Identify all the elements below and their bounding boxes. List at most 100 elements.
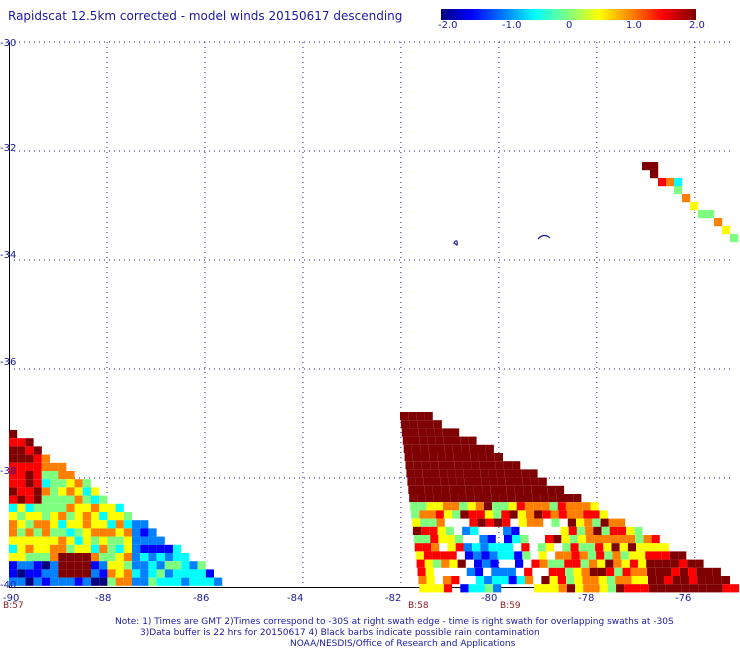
wind-cell	[50, 462, 59, 471]
wind-cell	[418, 428, 427, 437]
wind-cell	[521, 469, 530, 478]
wind-cell	[482, 485, 491, 494]
wind-cell	[485, 444, 494, 453]
wind-cell	[557, 502, 566, 511]
wind-cell	[99, 512, 108, 521]
wind-cell	[468, 584, 477, 593]
wind-cell	[411, 436, 420, 445]
wind-cell	[648, 576, 657, 585]
wind-cell	[414, 469, 423, 478]
wind-cell	[456, 477, 465, 486]
wind-cell	[616, 584, 625, 593]
wind-cell	[584, 518, 593, 527]
wind-cell	[82, 495, 91, 504]
wind-cell	[123, 561, 132, 570]
wind-cell	[409, 494, 418, 503]
wind-cell	[491, 567, 500, 576]
wind-cell	[66, 528, 75, 537]
wind-cell	[602, 535, 611, 544]
wind-cell	[612, 551, 621, 560]
wind-cell	[595, 543, 604, 552]
wind-cell	[657, 584, 666, 593]
wind-cell	[594, 535, 603, 544]
wind-cell	[588, 559, 597, 568]
wind-cell	[156, 561, 165, 570]
wind-cell	[99, 553, 108, 562]
wind-cell	[74, 544, 83, 553]
wind-cell	[418, 502, 427, 511]
wind-cell	[443, 436, 452, 445]
wind-cell	[434, 502, 443, 511]
wind-cell	[444, 444, 453, 453]
wind-cell	[58, 495, 67, 504]
wind-cell	[404, 453, 413, 462]
wind-cell	[471, 461, 480, 470]
wind-cell	[689, 584, 699, 593]
wind-cell	[516, 576, 525, 585]
wind-cell	[587, 551, 597, 560]
wind-cell	[549, 502, 558, 511]
wind-cell	[548, 494, 557, 503]
wind-cell	[132, 528, 141, 537]
wind-cell	[58, 544, 67, 553]
wind-cell	[173, 569, 182, 578]
wind-cell	[500, 576, 509, 585]
wind-cell	[437, 453, 446, 462]
wind-cell	[181, 553, 190, 562]
wind-cell	[473, 551, 482, 560]
wind-cell	[33, 454, 42, 463]
wind-cell	[495, 461, 504, 470]
wind-cell	[416, 485, 425, 494]
wind-cell	[432, 551, 441, 560]
wind-cell	[590, 576, 599, 585]
wind-cell	[416, 559, 425, 568]
wind-cell	[416, 412, 425, 421]
wind-cell	[423, 477, 432, 486]
wind-cell	[654, 559, 663, 568]
wind-cell	[632, 584, 641, 593]
wind-cell	[522, 477, 531, 486]
wind-cell	[512, 535, 521, 544]
wind-cell	[41, 520, 50, 529]
wind-cell	[629, 559, 638, 568]
wind-cell	[115, 569, 124, 578]
wind-cell	[583, 510, 592, 519]
wind-cell	[570, 543, 579, 552]
wind-cell	[515, 559, 524, 568]
lon-label: -90	[3, 593, 20, 604]
wind-cell	[123, 536, 132, 545]
wind-cell	[420, 518, 429, 527]
wind-cell	[605, 559, 614, 568]
wind-cell	[91, 536, 100, 545]
wind-cell	[99, 569, 108, 578]
wind-cell	[17, 528, 26, 537]
wind-cell	[50, 561, 59, 570]
wind-cell	[431, 543, 440, 552]
wind-cell	[679, 559, 688, 568]
wind-cell	[542, 584, 551, 593]
wind-cell	[411, 510, 420, 519]
wind-cell	[687, 559, 696, 568]
wind-cell	[660, 543, 669, 552]
wind-cell	[565, 502, 575, 511]
wind-cell	[50, 520, 59, 529]
wind-cell	[529, 469, 538, 478]
wind-cell	[451, 428, 460, 437]
wind-cell	[443, 510, 453, 519]
note-line-1: Note: 1) Times are GMT 2)Times correspon…	[115, 617, 674, 627]
wind-cell	[653, 551, 662, 560]
wind-cell	[91, 577, 100, 586]
wind-cell	[561, 535, 570, 544]
wind-cell	[514, 477, 523, 486]
wind-cell	[66, 544, 75, 553]
wind-cell	[712, 567, 721, 576]
wind-cell	[181, 569, 190, 578]
wind-cell	[58, 520, 67, 529]
wind-cell	[115, 536, 124, 545]
wind-cell	[424, 559, 433, 568]
wind-cell	[661, 551, 670, 560]
wind-cell	[140, 536, 149, 545]
wind-cell	[74, 561, 83, 570]
wind-cell	[17, 577, 26, 586]
wind-cell	[613, 559, 622, 568]
